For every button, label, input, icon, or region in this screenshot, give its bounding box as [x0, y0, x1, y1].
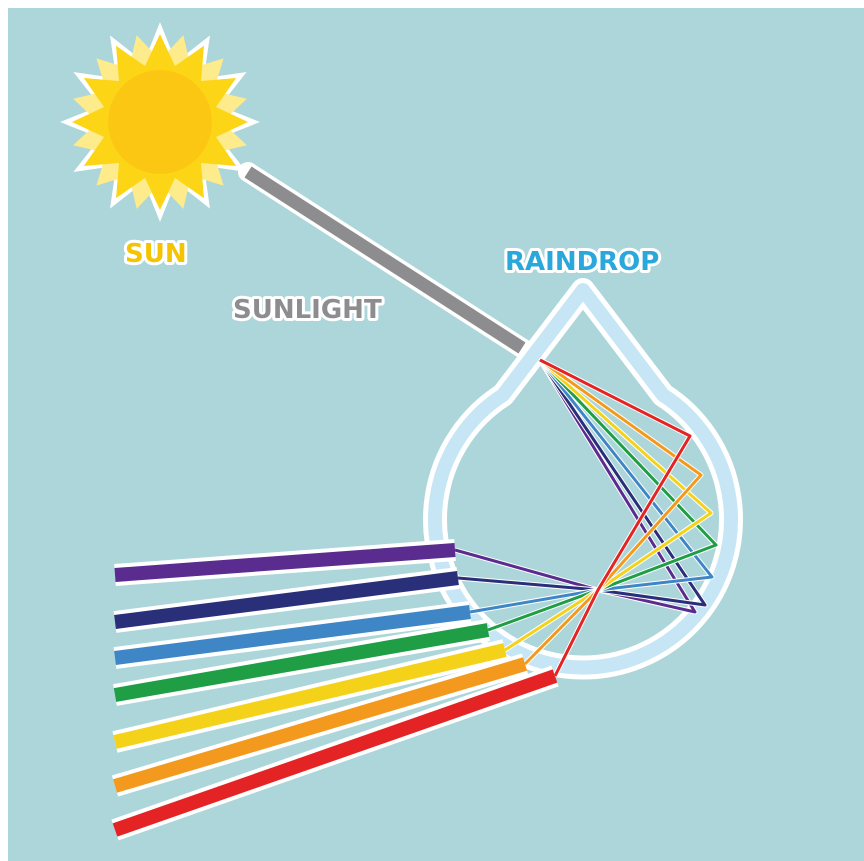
sun-label: SUN [125, 239, 187, 269]
diagram: SUN SUNLIGHT RAINDROP [0, 0, 864, 861]
page: SUN SUNLIGHT RAINDROP (() => { const dat… [0, 0, 864, 861]
sun-disc [108, 70, 212, 174]
raindrop-label: RAINDROP [505, 247, 659, 277]
sunlight-label: SUNLIGHT [233, 295, 382, 325]
